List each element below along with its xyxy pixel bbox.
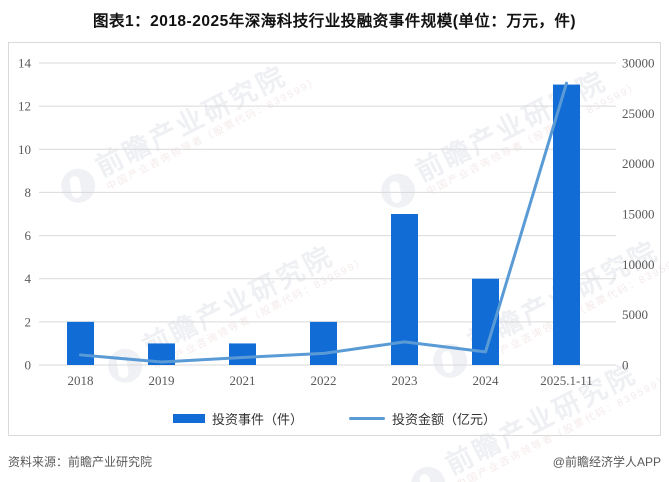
bar-2023 [391,214,418,365]
left-axis-tick-label: 2 [25,314,32,329]
legend-item-events-label: 投资事件（件） [211,412,303,427]
bar-2021 [229,343,256,365]
left-axis-tick-label: 14 [18,56,32,71]
line-series-swatch [349,417,385,420]
x-axis-label: 2022 [311,373,337,388]
source-right: @前瞻经济学人APP [552,455,661,469]
right-axis-tick-label: 25000 [622,106,655,121]
right-axis-tick-label: 0 [622,358,629,373]
chart-canvas: 0 2 4 6 8 10 12 14 0 5000 10000 15000 20000 25000 3000… [18,56,655,389]
right-axis-tick-label: 5000 [622,307,648,322]
x-axis-label: 2019 [149,373,175,388]
x-axis-label: 2024 [473,373,500,388]
left-axis-tick-label: 0 [25,358,32,373]
chart-box: 0 2 4 6 8 10 12 14 0 5000 10000 15000 20000 25000 3000… [8,42,661,436]
chart-title: 图表1：2018-2025年深海科技行业投融资事件规模(单位：万元，件) [92,13,577,30]
right-axis-tick-label: 30000 [622,56,655,71]
x-axis-label: 2021 [230,373,256,388]
bar-2019 [148,343,175,365]
left-axis-tick-label: 4 [25,271,32,286]
bar-2018 [67,321,94,365]
x-axis-label: 2025.1-11 [540,373,593,388]
legend-item-amount: 投资金额（亿元） [349,409,496,428]
left-axis-tick-label: 10 [18,142,31,157]
x-axis-label: 2023 [392,373,418,388]
right-axis-tick-label: 15000 [622,207,655,222]
left-axis-tick-label: 12 [18,99,31,114]
left-axis-tick-label: 6 [25,228,32,243]
source-left: 资料来源：前瞻产业研究院 [8,455,153,469]
x-axis-label: 2018 [68,373,94,388]
right-axis-tick-label: 10000 [622,257,655,272]
legend-item-events: 投资事件（件） [172,409,303,428]
left-axis-tick-label: 8 [25,185,32,200]
legend-item-amount-label: 投资金额（亿元） [392,412,497,427]
investment-amount-line [79,81,568,364]
right-axis-tick-label: 20000 [622,156,655,171]
legend: 投资事件（件） 投资金额（亿元） [9,409,660,428]
bar-2022 [310,321,337,365]
source-row: 资料来源：前瞻产业研究院 @前瞻经济学人APP [8,453,661,470]
bar-series-swatch [172,414,205,423]
bar-2025.1-11 [553,84,580,366]
